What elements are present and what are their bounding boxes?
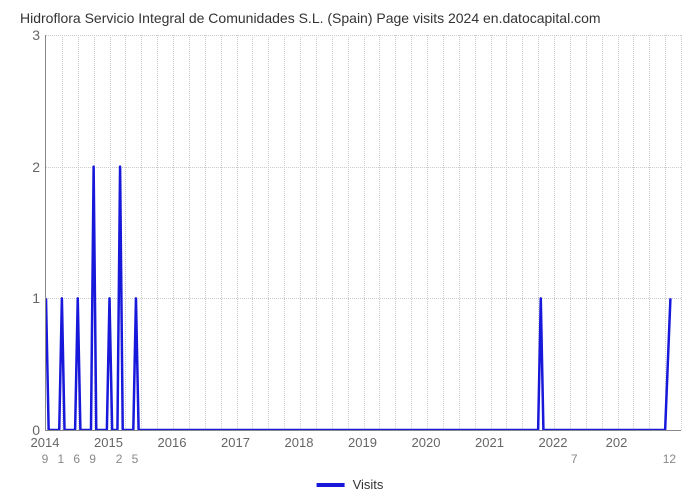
ytick-label: 1 (10, 290, 40, 306)
xtick-label: 2017 (221, 435, 250, 450)
xtick-label: 2020 (412, 435, 441, 450)
xtick-secondary-label: 7 (571, 452, 578, 466)
line-series (46, 35, 681, 430)
xtick-secondary-label: 12 (663, 452, 676, 466)
xtick-label: 202 (606, 435, 628, 450)
ytick-label: 2 (10, 159, 40, 175)
xtick-secondary-label: 6 (73, 452, 80, 466)
legend-swatch (317, 483, 345, 487)
xtick-secondary-label: 5 (132, 452, 139, 466)
xtick-label: 2019 (348, 435, 377, 450)
xtick-label: 2014 (31, 435, 60, 450)
xtick-label: 2018 (285, 435, 314, 450)
legend-label: Visits (353, 477, 384, 492)
xtick-secondary-label: 9 (89, 452, 96, 466)
xtick-label: 2022 (539, 435, 568, 450)
xtick-label: 2016 (158, 435, 187, 450)
chart-container: Hidroflora Servicio Integral de Comunida… (0, 0, 700, 500)
legend: Visits (317, 477, 384, 492)
plot-area (45, 35, 681, 431)
chart-title: Hidroflora Servicio Integral de Comunida… (20, 10, 601, 26)
xtick-secondary-label: 1 (58, 452, 65, 466)
xtick-secondary-label: 2 (116, 452, 123, 466)
xtick-secondary-label: 9 (42, 452, 49, 466)
ytick-label: 3 (10, 27, 40, 43)
xtick-label: 2015 (94, 435, 123, 450)
xtick-label: 2021 (475, 435, 504, 450)
